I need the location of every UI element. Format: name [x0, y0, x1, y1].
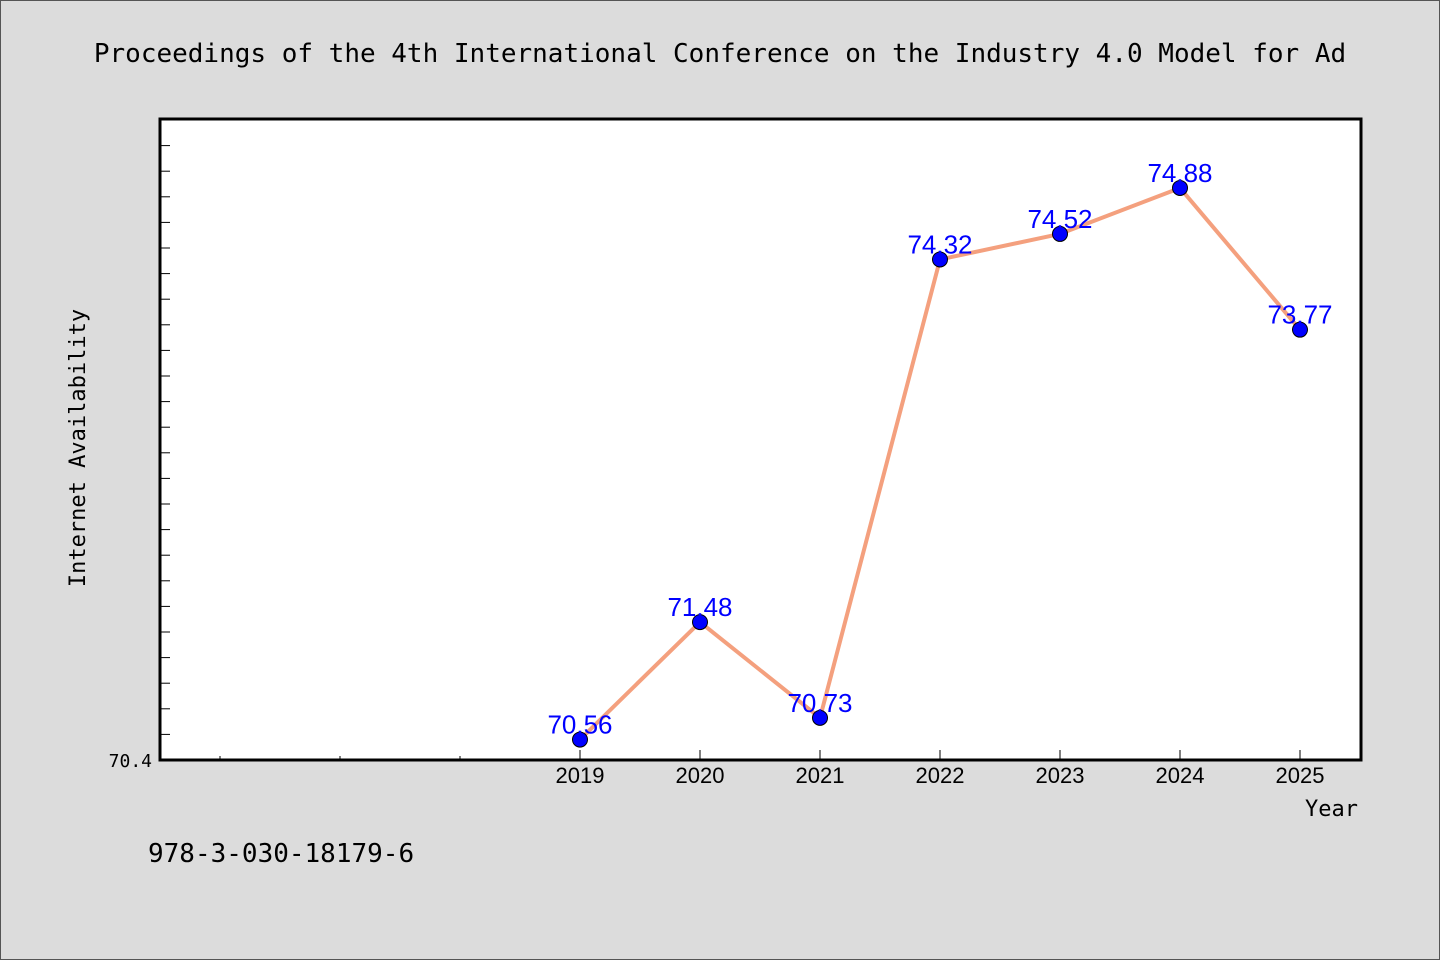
x-tick-label: 2022 — [916, 763, 965, 788]
tick-labels: 2019 2020 2021 2022 2023 2024 2025 70.4 — [109, 751, 1325, 788]
isbn-text: 978-3-030-18179-6 — [148, 839, 414, 869]
data-label: 71.48 — [667, 592, 732, 622]
data-point — [1172, 179, 1188, 196]
plot-border — [158, 117, 1363, 762]
x-tick-label: 2021 — [796, 763, 845, 788]
data-label: 74.32 — [907, 229, 972, 259]
data-point — [1292, 321, 1308, 338]
x-major-ticks — [579, 750, 1301, 760]
x-tick-label: 2025 — [1276, 763, 1325, 788]
data-label: 70.56 — [547, 710, 612, 740]
chart-title: Proceedings of the 4th International Con… — [94, 39, 1346, 69]
x-axis-label: Year — [1305, 797, 1358, 822]
x-tick-label: 2023 — [1036, 763, 1085, 788]
data-point — [1052, 225, 1068, 242]
series-layer: 70.56 71.48 70.73 74.32 74.52 74.88 73.77 — [547, 158, 1333, 748]
data-point — [692, 614, 708, 631]
x-tick-label: 2024 — [1156, 763, 1205, 788]
plot-area — [160, 119, 1361, 760]
data-point — [812, 709, 828, 726]
data-label: 74.88 — [1147, 158, 1212, 188]
y-minor-ticks — [160, 145, 170, 735]
data-label: 74.52 — [1027, 204, 1092, 234]
y-tick-label: 70.4 — [109, 751, 152, 772]
y-axis-label: Internet Availability — [66, 309, 91, 587]
data-label: 73.77 — [1267, 300, 1332, 330]
x-tick-label: 2019 — [556, 763, 605, 788]
data-point — [572, 731, 588, 748]
data-point — [932, 251, 948, 268]
x-tick-label: 2020 — [676, 763, 725, 788]
data-label: 70.73 — [787, 688, 852, 718]
